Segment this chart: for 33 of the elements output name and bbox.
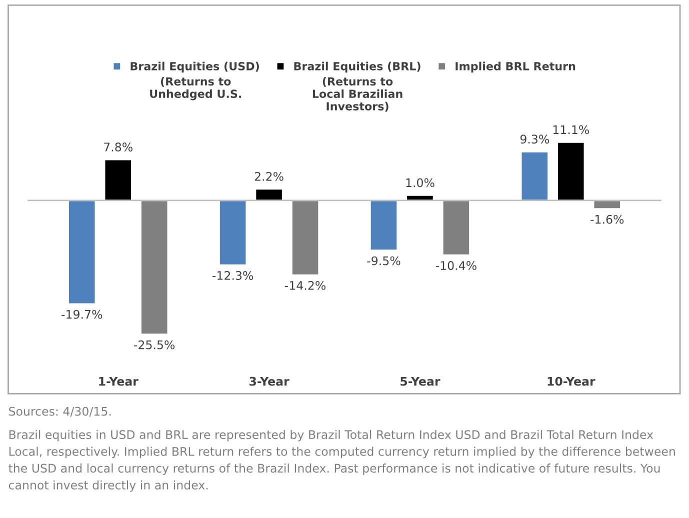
legend-label: Brazil Equities (USD): [130, 62, 259, 73]
data-label: -14.2%: [284, 281, 326, 290]
data-label: 1.0%: [406, 178, 434, 188]
legend-label: Implied BRL Return: [456, 62, 576, 73]
bar: [442, 200, 470, 256]
data-label: -10.4%: [436, 261, 476, 270]
data-label: 9.3%: [520, 134, 550, 144]
data-label: 11.1%: [553, 125, 589, 134]
bar: [218, 200, 248, 266]
x-tick-label: 5-Year: [400, 377, 440, 386]
bar: [140, 200, 169, 336]
x-tick-label: 10-Year: [548, 376, 596, 386]
data-label: 7.8%: [104, 142, 132, 152]
bar: [104, 158, 132, 202]
x-tick-label: 3-Year: [250, 376, 290, 386]
source-note: Sources: 4/30/15.: [9, 406, 111, 417]
bar: [556, 142, 586, 202]
bar: [254, 188, 284, 202]
data-label: -25.5%: [134, 340, 175, 350]
bar: [520, 150, 549, 202]
data-label: -12.3%: [212, 271, 254, 280]
bar: [290, 200, 320, 276]
text: (Returns to Unhedged U.S.: [150, 76, 242, 100]
bar: [369, 200, 398, 252]
data-label: 2.2%: [254, 172, 284, 181]
text: Brazil equities in USD and BRL are represented by Brazil Total Return Index USD and Brazil Total Return Index Local, respectively. Implied BRL return refers to the computed currency return implied by the difference between the USD and local currency returns of the Brazil Index. Past performance is not indicative of future results. You cannot invest directly in an index.: [8, 430, 675, 492]
text: (Returns to Local Brazilian Investors): [312, 76, 402, 112]
data-label: -1.6%: [590, 214, 624, 224]
legend-label: Brazil Equities (BRL): [294, 62, 420, 73]
data-label: -9.5%: [367, 256, 400, 266]
data-label: -19.7%: [62, 310, 102, 319]
x-tick-label: 1-Year: [99, 377, 138, 386]
bar: [68, 200, 96, 305]
